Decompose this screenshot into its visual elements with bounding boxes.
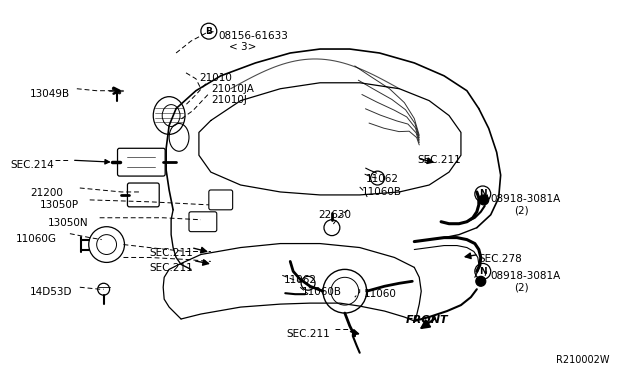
Text: 14D53D: 14D53D (30, 287, 73, 297)
Text: 11062: 11062 (365, 174, 399, 184)
Text: 13050N: 13050N (48, 218, 89, 228)
Text: 21010J: 21010J (211, 95, 246, 105)
Text: SEC.211: SEC.211 (286, 329, 330, 339)
Text: SEC.211: SEC.211 (149, 247, 193, 257)
Text: SEC.278: SEC.278 (479, 254, 522, 264)
Text: 11060B: 11060B (362, 187, 402, 197)
Text: (2): (2) (515, 206, 529, 216)
Text: SEC.214: SEC.214 (10, 160, 54, 170)
Text: 13049B: 13049B (30, 89, 70, 99)
Text: 11060: 11060 (364, 289, 397, 299)
Text: 22630: 22630 (318, 210, 351, 220)
Text: R210002W: R210002W (556, 355, 610, 365)
Text: 11062: 11062 (284, 275, 317, 285)
Text: 08918-3081A: 08918-3081A (491, 271, 561, 281)
Text: 21010JA: 21010JA (211, 84, 253, 94)
Text: 21200: 21200 (30, 188, 63, 198)
Text: (2): (2) (515, 282, 529, 292)
Text: N: N (479, 189, 486, 198)
Text: FRONT: FRONT (405, 315, 448, 325)
Text: 11060G: 11060G (16, 234, 58, 244)
Text: N: N (479, 267, 486, 276)
Text: 21010: 21010 (199, 73, 232, 83)
Text: 08156-61633: 08156-61633 (219, 31, 289, 41)
Text: B: B (205, 27, 212, 36)
Text: SEC.211: SEC.211 (417, 155, 461, 165)
Text: 11060B: 11060B (302, 287, 342, 297)
Circle shape (479, 195, 489, 205)
Text: SEC.211: SEC.211 (149, 263, 193, 273)
Text: < 3>: < 3> (228, 42, 256, 52)
Text: 08918-3081A: 08918-3081A (491, 194, 561, 204)
Text: 13050P: 13050P (40, 200, 79, 210)
Circle shape (476, 276, 486, 286)
